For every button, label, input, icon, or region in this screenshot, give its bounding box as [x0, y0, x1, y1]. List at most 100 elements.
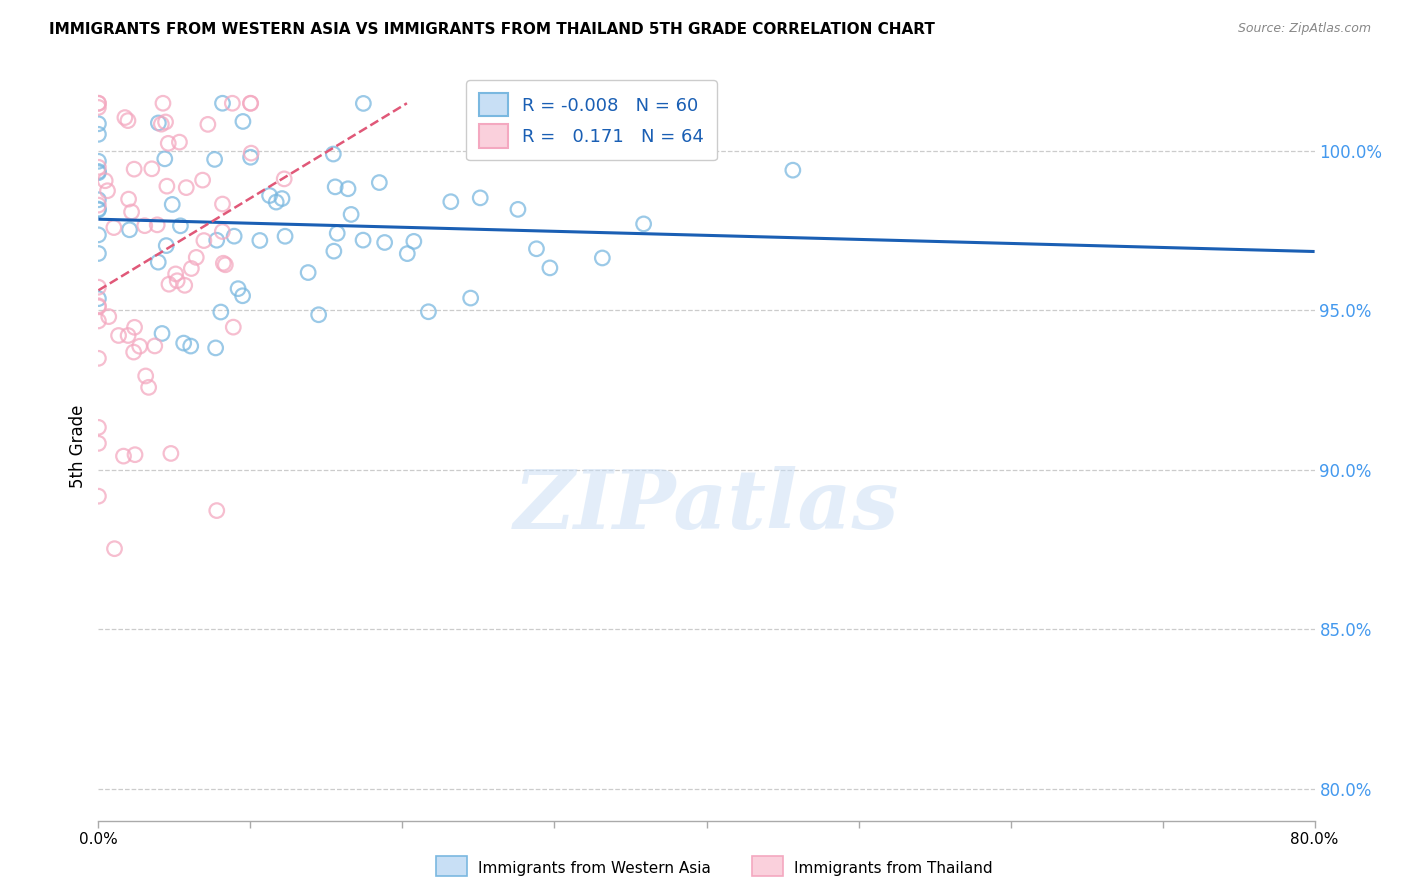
Point — [308, 308, 330, 322]
Point — [186, 251, 208, 265]
Point — [87, 436, 110, 450]
Point — [271, 192, 294, 206]
Point — [526, 242, 548, 256]
Legend: R = -0.008   N = 60, R =   0.171   N = 64: R = -0.008 N = 60, R = 0.171 N = 64 — [467, 80, 717, 161]
Point — [204, 341, 226, 355]
Point — [155, 238, 177, 252]
Point — [87, 154, 110, 169]
Point — [212, 256, 235, 270]
Point — [470, 191, 492, 205]
Point — [103, 220, 125, 235]
Point — [134, 219, 156, 233]
Point — [239, 96, 262, 111]
Point — [138, 380, 160, 394]
Point — [87, 351, 110, 366]
Text: ZIPatlas: ZIPatlas — [513, 466, 900, 546]
Point — [160, 446, 183, 460]
Point — [322, 147, 344, 161]
Point — [87, 193, 110, 207]
Point — [121, 205, 143, 219]
Point — [96, 184, 118, 198]
Point — [146, 218, 169, 232]
Point — [141, 161, 163, 176]
Y-axis label: 5th Grade: 5th Grade — [69, 404, 87, 488]
Point — [87, 420, 110, 434]
Point — [87, 292, 110, 306]
Point — [209, 305, 232, 319]
Point — [352, 233, 374, 247]
Point — [124, 320, 146, 334]
Point — [114, 111, 136, 125]
Point — [264, 195, 287, 210]
Point — [782, 163, 804, 178]
Point — [87, 314, 110, 328]
Point — [87, 202, 110, 216]
Point — [232, 114, 254, 128]
Point — [224, 229, 246, 244]
Point — [249, 234, 271, 248]
Point — [87, 227, 110, 242]
Text: Immigrants from Western Asia: Immigrants from Western Asia — [478, 861, 711, 876]
Point — [214, 258, 236, 272]
Point — [87, 161, 110, 175]
Point — [117, 113, 139, 128]
Point — [150, 326, 173, 341]
Point — [169, 135, 191, 149]
Point — [297, 266, 319, 280]
Point — [239, 96, 262, 111]
Point — [352, 96, 374, 111]
Point — [124, 448, 146, 462]
Point — [103, 541, 125, 556]
Point — [117, 328, 139, 343]
Point — [340, 207, 363, 221]
Point — [396, 246, 419, 260]
Point — [166, 274, 188, 288]
Point — [538, 260, 561, 275]
Text: Source: ZipAtlas.com: Source: ZipAtlas.com — [1237, 22, 1371, 36]
Point — [418, 304, 440, 318]
Point — [173, 336, 195, 351]
Point — [87, 202, 110, 217]
Point — [87, 128, 110, 142]
Point — [87, 100, 110, 114]
Point — [374, 235, 396, 250]
Point — [87, 198, 110, 212]
Point — [337, 182, 360, 196]
Point — [193, 234, 215, 248]
Point — [169, 219, 191, 233]
Point — [368, 176, 391, 190]
Point — [240, 146, 263, 161]
Point — [226, 282, 249, 296]
Point — [259, 188, 281, 202]
Point — [232, 289, 254, 303]
Point — [160, 197, 183, 211]
Point — [87, 246, 110, 260]
Point — [117, 192, 139, 206]
Point — [273, 172, 295, 186]
Point — [211, 96, 233, 111]
Point — [165, 267, 187, 281]
Point — [87, 164, 110, 178]
Point — [94, 174, 117, 188]
Point — [197, 117, 219, 131]
Point — [87, 166, 110, 180]
Point — [204, 153, 226, 167]
Point — [440, 194, 463, 209]
Point — [402, 235, 425, 249]
Point — [460, 291, 482, 305]
Point — [173, 278, 195, 293]
Point — [150, 117, 173, 131]
Point — [122, 162, 145, 177]
Point — [180, 339, 202, 353]
Text: IMMIGRANTS FROM WESTERN ASIA VS IMMIGRANTS FROM THAILAND 5TH GRADE CORRELATION C: IMMIGRANTS FROM WESTERN ASIA VS IMMIGRAN… — [49, 22, 935, 37]
Point — [506, 202, 529, 217]
Point — [87, 300, 110, 314]
Point — [174, 180, 197, 194]
Point — [633, 217, 655, 231]
Point — [152, 96, 174, 111]
Point — [274, 229, 297, 244]
Point — [148, 116, 170, 130]
Point — [112, 449, 135, 463]
Point — [87, 489, 110, 503]
Point — [157, 136, 180, 151]
